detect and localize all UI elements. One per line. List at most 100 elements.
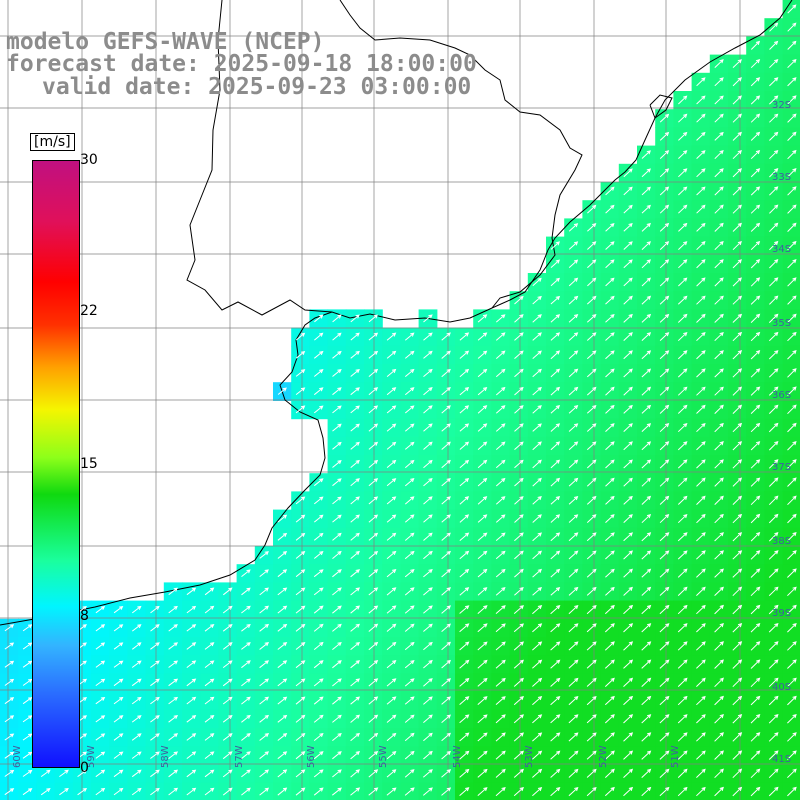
lon-label-56w: 56W bbox=[306, 745, 317, 768]
wind-arrow bbox=[168, 751, 179, 759]
wind-arrow bbox=[750, 477, 761, 487]
wind-arrow bbox=[423, 550, 433, 560]
wind-arrow bbox=[677, 313, 688, 323]
wind-arrow bbox=[350, 587, 361, 596]
wind-arrow bbox=[787, 440, 797, 451]
wind-arrow bbox=[313, 787, 324, 796]
wind-arrow bbox=[204, 678, 215, 687]
wind-arrow bbox=[677, 513, 688, 524]
wind-arrow bbox=[459, 478, 470, 487]
wind-arrow bbox=[313, 714, 324, 723]
wind-arrow bbox=[314, 314, 324, 323]
wind-arrow bbox=[313, 660, 324, 669]
wind-arrow bbox=[459, 387, 470, 396]
wind-arrow bbox=[168, 769, 179, 778]
wind-arrow bbox=[696, 695, 706, 706]
wind-arrow bbox=[623, 586, 633, 596]
wind-arrow bbox=[659, 386, 670, 396]
wind-arrow bbox=[568, 441, 579, 451]
wind-arrow bbox=[350, 623, 361, 632]
wind-arrow bbox=[186, 678, 197, 687]
wind-arrow bbox=[386, 732, 397, 742]
wind-arrow bbox=[386, 441, 397, 450]
wind-arrow bbox=[404, 423, 415, 432]
wind-arrow bbox=[441, 350, 451, 359]
wind-arrow bbox=[732, 622, 743, 633]
wind-arrow bbox=[714, 168, 724, 178]
wind-arrow bbox=[659, 368, 670, 378]
wind-arrow bbox=[332, 405, 342, 414]
wind-arrow bbox=[714, 513, 724, 524]
wind-arrow bbox=[477, 714, 488, 724]
wind-arrow bbox=[495, 532, 506, 541]
wind-arrow bbox=[459, 677, 470, 687]
wind-arrow bbox=[368, 514, 379, 523]
wind-arrow bbox=[696, 786, 706, 797]
wind-arrow bbox=[587, 259, 597, 269]
wind-arrow bbox=[714, 259, 724, 269]
wind-arrow bbox=[769, 168, 779, 178]
wind-arrow bbox=[459, 659, 470, 669]
wind-arrow bbox=[404, 750, 415, 760]
wind-arrow bbox=[495, 677, 506, 687]
wind-arrow bbox=[477, 587, 488, 596]
wind-arrow bbox=[732, 113, 742, 123]
wind-arrow bbox=[696, 604, 706, 615]
wind-arrow bbox=[222, 714, 233, 723]
wind-arrow bbox=[332, 550, 342, 559]
wind-arrow bbox=[332, 751, 342, 760]
wind-arrow bbox=[732, 713, 743, 724]
wind-arrow bbox=[495, 332, 506, 341]
wind-arrow bbox=[204, 714, 215, 723]
wind-arrow bbox=[714, 713, 724, 724]
wind-arrow bbox=[787, 95, 797, 105]
wind-arrow bbox=[295, 678, 306, 687]
wind-arrow bbox=[332, 641, 342, 650]
wind-arrow bbox=[350, 769, 361, 778]
wind-arrow bbox=[768, 531, 779, 542]
wind-arrow bbox=[4, 642, 15, 650]
wind-arrow bbox=[386, 496, 397, 505]
lon-label-54w: 54W bbox=[452, 745, 463, 768]
wind-arrow bbox=[386, 478, 397, 487]
wind-arrow bbox=[313, 623, 324, 632]
wind-arrow bbox=[696, 131, 706, 141]
wind-arrow bbox=[768, 495, 779, 506]
wind-arrow bbox=[386, 751, 397, 760]
wind-arrow bbox=[459, 587, 470, 596]
wind-arrow bbox=[696, 513, 706, 524]
wind-arrow bbox=[532, 732, 543, 742]
wind-arrow bbox=[623, 477, 633, 487]
wind-arrow bbox=[550, 641, 561, 651]
wind-arrow bbox=[768, 313, 779, 323]
wind-arrow bbox=[441, 405, 451, 414]
wind-arrow bbox=[350, 496, 360, 505]
wind-arrow bbox=[768, 550, 779, 560]
wind-arrow bbox=[423, 350, 433, 359]
wind-arrow bbox=[313, 732, 324, 741]
wind-arrow bbox=[332, 587, 342, 596]
wind-arrow bbox=[623, 386, 633, 396]
wind-arrow bbox=[204, 733, 215, 741]
wind-arrow bbox=[677, 441, 688, 451]
wind-arrow bbox=[623, 168, 633, 178]
wind-arrow bbox=[168, 733, 179, 741]
wind-arrow bbox=[423, 496, 433, 505]
wind-arrow bbox=[641, 423, 652, 432]
wind-arrow bbox=[150, 660, 160, 668]
wind-arrow bbox=[641, 659, 652, 669]
wind-arrow bbox=[459, 350, 470, 359]
wind-arrow bbox=[113, 605, 124, 614]
wind-arrow bbox=[769, 204, 779, 214]
wind-arrow bbox=[295, 587, 306, 596]
wind-arrow bbox=[386, 332, 397, 341]
wind-arrow bbox=[350, 678, 361, 687]
wind-arrow bbox=[696, 714, 706, 724]
wind-arrow bbox=[769, 22, 779, 32]
wind-arrow bbox=[696, 313, 706, 323]
wind-arrow bbox=[696, 150, 706, 159]
wind-arrow bbox=[787, 240, 797, 251]
wind-arrow bbox=[332, 660, 342, 669]
wind-arrow bbox=[768, 331, 779, 342]
